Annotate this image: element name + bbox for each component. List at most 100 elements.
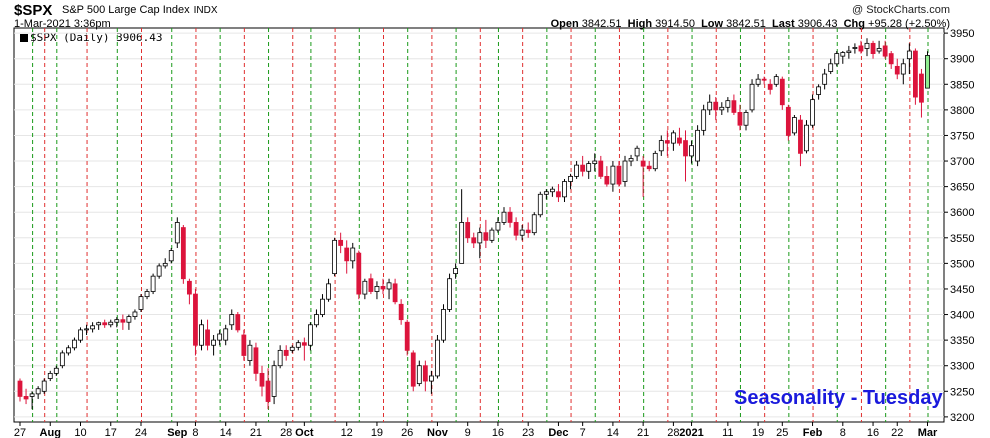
candle-body: [628, 158, 634, 162]
candle-body: [29, 393, 35, 397]
candle-body: [707, 101, 713, 111]
x-tick-label: 7: [580, 427, 586, 438]
candle-body: [108, 321, 114, 326]
candle-body: [441, 309, 446, 341]
candle-body: [78, 329, 83, 341]
candle-body: [162, 262, 168, 267]
candle-body: [634, 147, 640, 157]
candle-body: [749, 83, 755, 111]
candle-body: [277, 349, 283, 367]
candle-body: [900, 63, 906, 75]
y-tick-label: 3950: [950, 28, 974, 40]
high-label: High: [627, 18, 653, 30]
candle-body: [235, 314, 241, 331]
candle-body: [622, 160, 628, 182]
candle-body: [132, 311, 138, 317]
candle-body: [876, 48, 882, 52]
candle-body: [265, 380, 271, 402]
candle-body: [767, 83, 773, 90]
candle-body: [17, 380, 23, 397]
candle-body: [459, 222, 465, 264]
x-tick-label: 25: [776, 427, 788, 438]
chg-value: +95.28 (+2.50%): [868, 18, 950, 30]
description-text: S&P 500 Large Cap Index: [62, 4, 190, 16]
chart-header: $SPX S&P 500 Large Cap Index INDX 1-Mar-2…: [0, 0, 990, 44]
candle-body: [689, 145, 694, 157]
candle-body: [314, 314, 319, 326]
candle-body: [356, 252, 362, 295]
candle-body: [398, 303, 404, 321]
x-tick-label: 10: [74, 427, 86, 438]
candle-body: [695, 129, 700, 162]
candle-body: [374, 286, 380, 292]
candle-body: [640, 160, 646, 167]
x-tick-label: 22: [891, 427, 903, 438]
candle-body: [150, 275, 156, 292]
candle-body: [598, 160, 604, 177]
candle-body: [205, 329, 210, 346]
x-tick-label: 19: [371, 427, 383, 438]
last-label: Last: [772, 18, 795, 30]
x-tick-label: 21: [250, 427, 262, 438]
candle-body: [507, 211, 513, 223]
candle-body: [326, 283, 331, 300]
candle-body: [761, 78, 767, 81]
candle-body: [755, 78, 761, 85]
candle-body: [120, 319, 126, 323]
x-tick-label: Aug: [40, 427, 61, 438]
candle-body: [368, 278, 374, 292]
x-tick-label: 28: [667, 427, 679, 438]
candle-body: [380, 286, 386, 290]
candle-body: [332, 239, 338, 275]
candle-body: [888, 53, 894, 65]
candle-body: [501, 211, 507, 223]
seasonality-note: Seasonality - Tuesday: [734, 387, 943, 409]
candle-body: [550, 188, 555, 193]
candle-body: [483, 232, 489, 241]
candle-body: [416, 365, 422, 385]
candle-body: [495, 222, 501, 231]
candle-body: [519, 229, 525, 236]
candle-body: [307, 324, 313, 346]
open-value: 3842.51: [581, 18, 622, 30]
candle-body: [743, 112, 749, 126]
y-tick-label: 3750: [950, 130, 974, 142]
candle-body: [906, 50, 912, 60]
candle-body: [610, 165, 616, 185]
last-value: 3906.43: [797, 18, 838, 30]
y-tick-label: 3850: [950, 79, 974, 91]
x-tick-label: 28: [280, 427, 292, 438]
y-tick-label: 3250: [950, 386, 974, 398]
candle-body: [556, 191, 561, 198]
legend-swatch: [20, 34, 28, 42]
x-tick-label: 24: [135, 427, 147, 438]
candle-body: [174, 222, 180, 244]
candle-body: [870, 42, 876, 54]
quote-line: Open 3842.51 High 3914.50 Low 3842.51 La…: [551, 18, 950, 30]
y-tick-label: 3600: [950, 207, 974, 219]
candle-body: [913, 50, 918, 98]
x-tick-label: 12: [341, 427, 353, 438]
candle-body: [652, 152, 658, 170]
candle-body: [362, 280, 368, 295]
chg-label: Chg: [843, 18, 865, 30]
candle-body: [404, 321, 410, 351]
series-legend: $SPX (Daily) 3906.43: [20, 31, 162, 44]
candle-body: [114, 319, 120, 323]
candle-body: [658, 140, 664, 152]
x-tick-label: 17: [105, 427, 117, 438]
candle-body: [53, 367, 59, 374]
candle-body: [126, 316, 132, 323]
legend-label: $SPX (Daily) 3906.43: [30, 31, 163, 44]
exchange: INDX: [193, 5, 218, 16]
candle-body: [785, 106, 791, 136]
candle-body: [168, 250, 174, 262]
candle-body: [846, 50, 852, 53]
candle-body: [683, 140, 688, 157]
candle-body: [386, 282, 392, 290]
candle-body: [664, 140, 670, 144]
candle-body: [338, 239, 344, 246]
candle-body: [513, 222, 519, 236]
candle-body: [713, 101, 719, 111]
